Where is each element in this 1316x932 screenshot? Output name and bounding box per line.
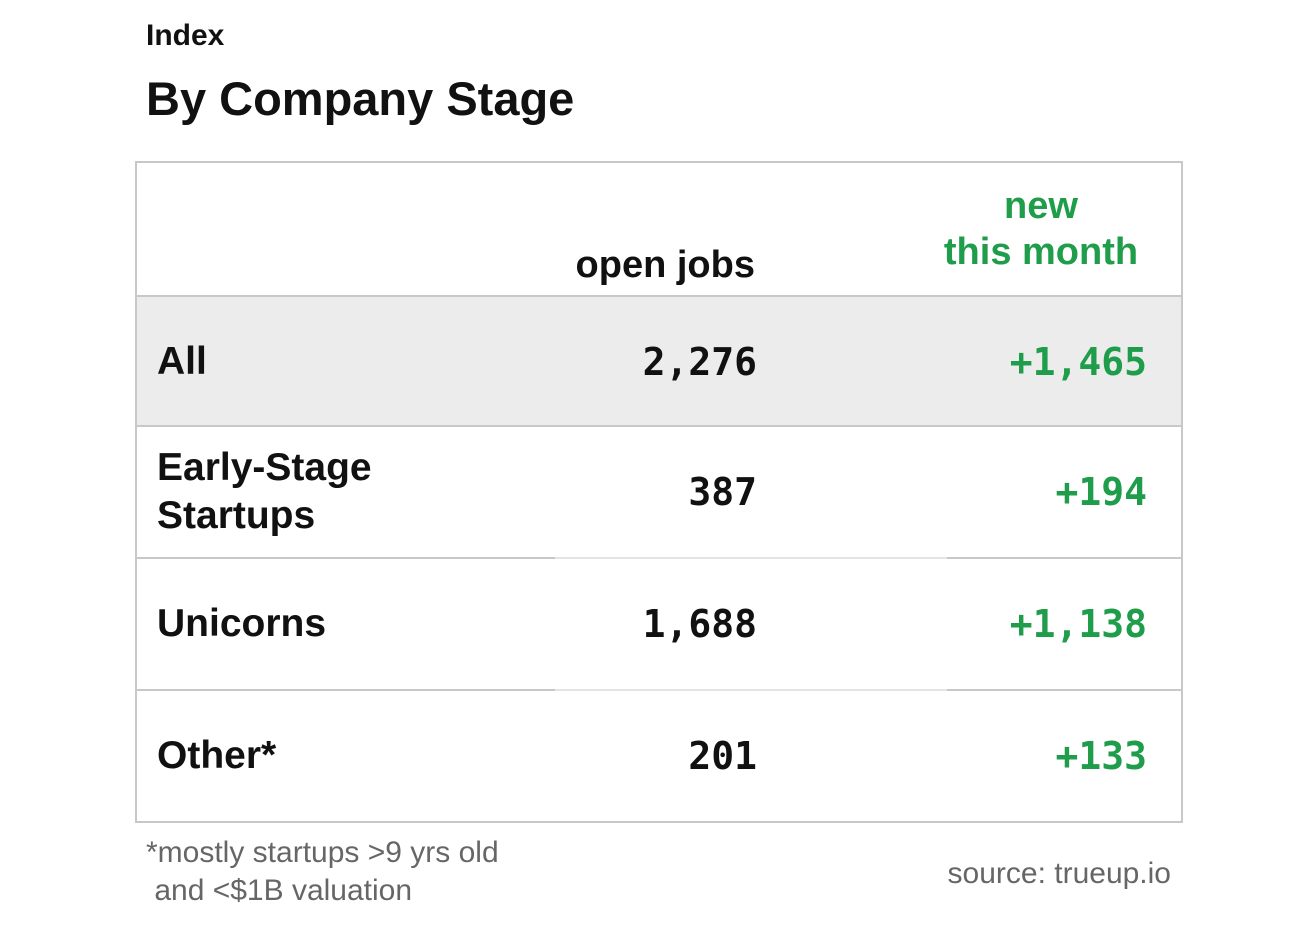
footnote-line1: *mostly startups >9 yrs old <box>146 836 499 869</box>
row-divider <box>137 557 1181 559</box>
kicker-label: Index <box>146 19 225 52</box>
footnote-line2: and <$1B valuation <box>146 874 413 907</box>
row-label: All <box>157 340 207 383</box>
open-jobs-value: 2,276 <box>642 340 757 384</box>
new-this-month-value: +1,465 <box>1009 340 1147 384</box>
row-divider <box>137 425 1181 427</box>
column-header-new-line1: new <box>1004 185 1078 227</box>
column-header-new-this-month: new this month <box>911 183 1171 275</box>
table-row: Early-Stage Startups 387 +194 <box>137 427 1181 557</box>
page-title: By Company Stage <box>146 72 575 125</box>
open-jobs-value: 1,688 <box>642 602 757 646</box>
table-row: Other* 201 +133 <box>137 691 1181 821</box>
column-header-new-line2: this month <box>943 231 1139 273</box>
company-stage-table: open jobs new this month All 2,276 +1,46… <box>135 161 1183 823</box>
source-credit: source: trueup.io <box>947 857 1171 890</box>
table-header: open jobs new this month <box>137 163 1181 297</box>
new-this-month-value: +133 <box>1055 734 1147 778</box>
new-this-month-value: +194 <box>1055 470 1147 514</box>
footnote: *mostly startups >9 yrs old and <$1B val… <box>146 834 499 910</box>
row-divider <box>137 689 1181 691</box>
row-label: Unicorns <box>157 602 327 645</box>
table-row: All 2,276 +1,465 <box>137 297 1181 427</box>
table-row: Unicorns 1,688 +1,138 <box>137 559 1181 689</box>
row-label: Other* <box>157 734 277 777</box>
row-label: Early-Stage Startups <box>157 446 372 537</box>
open-jobs-value: 387 <box>688 470 757 514</box>
column-header-open-jobs: open jobs <box>575 244 755 286</box>
open-jobs-value: 201 <box>688 734 757 778</box>
new-this-month-value: +1,138 <box>1009 602 1147 646</box>
